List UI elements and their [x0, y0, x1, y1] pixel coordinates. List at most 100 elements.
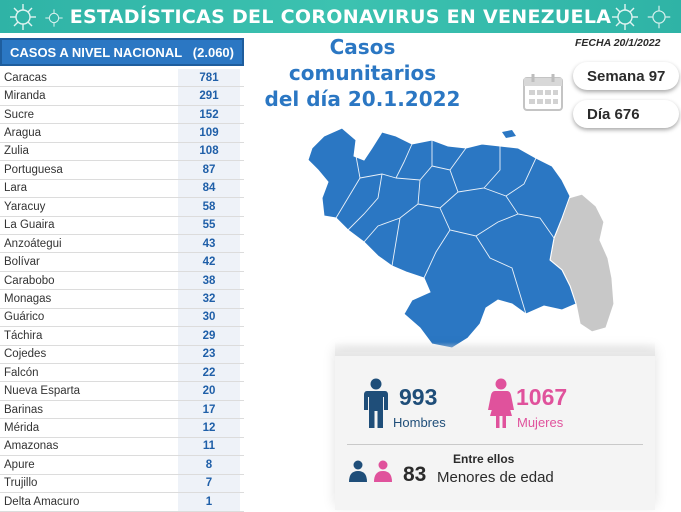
demographics-card: 993 Hombres 1067 Mujeres Entre ellos 83 …: [335, 342, 655, 510]
state-name: Apure: [4, 458, 35, 471]
state-name: Cojedes: [4, 348, 47, 361]
table-total: (2.060): [192, 44, 234, 60]
date-label: FECHA 20/1/2022: [575, 37, 661, 49]
table-row: Falcón 22: [0, 364, 244, 383]
week-badge: Semana 97: [573, 62, 679, 90]
virus-icon: [10, 4, 36, 30]
table-row: Sucre 152: [0, 105, 244, 125]
table-row: Nueva Esparta 20: [0, 382, 244, 401]
page-title: ESTADÍSTICAS DEL CORONAVIRUS EN VENEZUEL…: [69, 5, 612, 28]
table-row: Amazonas 11: [0, 437, 244, 457]
table-row: La Guaira 55: [0, 216, 244, 235]
table-row: Caracas 781: [0, 69, 244, 88]
map-region-mainland: [307, 127, 577, 349]
women-count: 1067: [516, 384, 568, 410]
state-cases: 42: [178, 253, 240, 271]
state-name: Zulia: [4, 145, 29, 158]
table-row: Barinas 17: [0, 400, 244, 420]
state-cases: 12: [178, 419, 240, 437]
state-cases: 22: [178, 364, 240, 382]
state-cases: 55: [178, 216, 240, 234]
table-row: Trujillo 7: [0, 474, 244, 494]
state-cases: 43: [178, 234, 240, 253]
state-cases: 109: [178, 124, 240, 142]
state-cases: 30: [178, 308, 240, 327]
state-cases: 23: [178, 345, 240, 363]
virus-icon: [45, 9, 63, 27]
summary-title-line2: del día 20.1.2022: [264, 87, 461, 111]
state-name: Táchira: [4, 329, 43, 342]
state-name: Lara: [4, 182, 28, 195]
map-state-borders: [335, 140, 555, 315]
state-name: Delta Amacuro: [4, 495, 80, 508]
state-cases: 17: [178, 400, 240, 419]
state-cases: 87: [178, 161, 240, 179]
minors-label: Menores de edad: [437, 469, 554, 486]
table-row: Miranda 291: [0, 87, 244, 106]
map-region-nueva-esparta: [502, 130, 516, 138]
card-divider: [347, 444, 643, 445]
table-row: Delta Amacuro 1: [0, 493, 244, 512]
summary-title: Casos comunitarios del día 20.1.2022: [255, 34, 470, 112]
state-name: Barinas: [4, 403, 43, 416]
state-cases: 781: [178, 69, 240, 87]
state-cases: 38: [178, 271, 240, 290]
state-cases: 291: [178, 87, 240, 105]
state-name: Yaracuy: [4, 200, 46, 213]
state-name: Portuguesa: [4, 163, 63, 176]
table-row: Cojedes 23: [0, 345, 244, 364]
state-name: Anzoátegui: [4, 237, 62, 250]
venezuela-map: [307, 127, 615, 349]
table-row: Mérida 12: [0, 419, 244, 438]
state-cases: 108: [178, 142, 240, 161]
state-name: Miranda: [4, 90, 46, 103]
state-name: Trujillo: [4, 477, 38, 490]
summary-title-line1: Casos comunitarios: [288, 35, 437, 85]
table-row: Apure 8: [0, 456, 244, 475]
national-cases-table: CASOS A NIVEL NACIONAL (2.060) Caracas 78…: [0, 38, 244, 512]
minors-count: 83: [403, 463, 427, 486]
state-cases: 8: [178, 456, 240, 474]
state-name: Amazonas: [4, 440, 59, 453]
table-row: Portuguesa 87: [0, 161, 244, 180]
children-icon: [349, 460, 392, 482]
state-name: Bolívar: [4, 256, 40, 269]
virus-icon: [647, 5, 671, 29]
state-name: Guárico: [4, 311, 45, 324]
table-header: CASOS A NIVEL NACIONAL (2.060): [0, 38, 244, 66]
state-name: Nueva Esparta: [4, 385, 81, 398]
woman-icon: [488, 378, 514, 428]
table-row: Bolívar 42: [0, 253, 244, 272]
table-row: Guárico 30: [0, 308, 244, 328]
state-cases: 84: [178, 179, 240, 198]
state-cases: 152: [178, 105, 240, 124]
among-label: Entre ellos: [453, 452, 515, 466]
table-row: Carabobo 38: [0, 271, 244, 291]
state-name: La Guaira: [4, 219, 55, 232]
state-cases: 29: [178, 327, 240, 345]
table-row: Táchira 29: [0, 327, 244, 346]
day-badge: Día 676: [573, 100, 679, 128]
state-name: Aragua: [4, 127, 42, 140]
state-cases: 58: [178, 198, 240, 216]
calendar-icon: [523, 74, 563, 111]
header-banner: ESTADÍSTICAS DEL CORONAVIRUS EN VENEZUEL…: [0, 0, 681, 33]
table-rows: Caracas 781 Miranda 291 Sucre 152 Aragua 109 Zul…: [0, 69, 244, 512]
table-title: CASOS A NIVEL NACIONAL: [10, 44, 183, 60]
state-cases: 7: [178, 474, 240, 493]
state-name: Carabobo: [4, 274, 55, 287]
state-cases: 20: [178, 382, 240, 400]
virus-icon: [612, 4, 638, 30]
table-row: Yaracuy 58: [0, 198, 244, 217]
women-label: Mujeres: [517, 415, 564, 430]
state-name: Falcón: [4, 366, 39, 379]
table-row: Monagas 32: [0, 290, 244, 309]
state-name: Caracas: [4, 71, 47, 84]
man-icon: [364, 378, 388, 428]
table-row: Anzoátegui 43: [0, 234, 244, 254]
state-cases: 1: [178, 493, 240, 511]
table-row: Zulia 108: [0, 142, 244, 162]
men-count: 993: [399, 384, 438, 410]
state-name: Sucre: [4, 108, 35, 121]
state-cases: 11: [178, 437, 240, 456]
